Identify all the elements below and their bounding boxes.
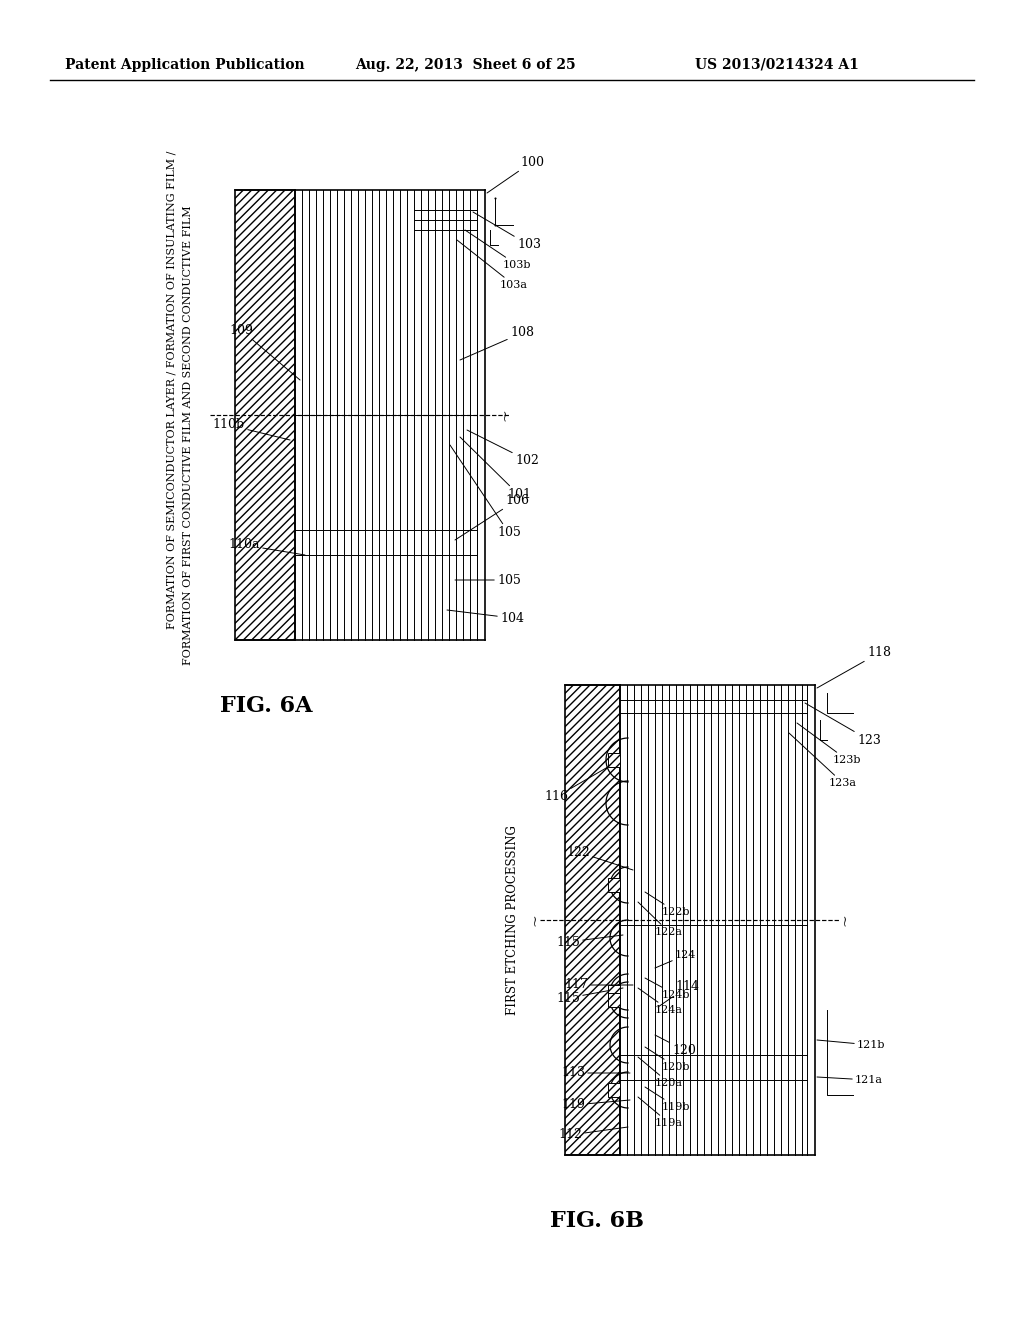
Bar [608,878,620,892]
Text: 115: 115 [556,935,623,949]
Text: 104: 104 [447,610,524,624]
Text: 115: 115 [556,987,623,1005]
Text: 118: 118 [817,647,891,688]
Text: ~: ~ [838,913,852,927]
Text: ~: ~ [498,409,512,421]
Text: 108: 108 [460,326,534,360]
Text: 119a: 119a [638,1097,683,1129]
Text: 124a: 124a [638,987,683,1015]
Bar [608,752,620,767]
Text: 110b: 110b [213,418,290,440]
Text: 123b: 123b [797,723,861,766]
Text: FORMATION OF FIRST CONDUCTIVE FILM AND SECOND CONDUCTIVE FILM: FORMATION OF FIRST CONDUCTIVE FILM AND S… [183,205,193,665]
Text: 123a: 123a [790,733,857,788]
Bar [608,1082,620,1097]
Text: 121a: 121a [817,1074,883,1085]
Text: 116: 116 [544,760,620,804]
Text: 114: 114 [658,981,699,1007]
Text: 120: 120 [655,1035,696,1056]
Bar [608,993,620,1007]
Text: 120b: 120b [645,1047,690,1072]
Text: 124: 124 [655,950,696,968]
Text: FIG. 6A: FIG. 6A [220,696,312,717]
Text: 105: 105 [450,445,521,540]
Text: Aug. 22, 2013  Sheet 6 of 25: Aug. 22, 2013 Sheet 6 of 25 [355,58,575,73]
Text: Patent Application Publication: Patent Application Publication [65,58,304,73]
Bar [565,685,620,1155]
Text: 121b: 121b [817,1040,886,1049]
Text: 110a: 110a [228,539,305,554]
Bar [608,985,620,999]
Text: 106: 106 [455,494,529,540]
Text: 123: 123 [805,704,881,747]
Text: 103a: 103a [457,240,528,290]
Text: 120a: 120a [638,1057,683,1088]
Text: 122a: 122a [638,902,683,937]
Text: 113: 113 [561,1067,630,1080]
Text: 103: 103 [473,213,541,252]
Text: 112: 112 [558,1127,628,1142]
Text: FIG. 6B: FIG. 6B [550,1210,644,1232]
Text: ~: ~ [528,913,542,927]
Text: 119: 119 [561,1098,630,1111]
Text: 122b: 122b [645,892,690,917]
Text: 117: 117 [564,978,633,991]
Text: 102: 102 [467,430,539,466]
Text: 105: 105 [455,573,521,586]
Text: FIRST ETCHING PROCESSING: FIRST ETCHING PROCESSING [507,825,519,1015]
Text: 122: 122 [566,846,633,870]
Text: 124b: 124b [645,978,690,1001]
Bar [234,190,295,640]
Text: 119b: 119b [645,1086,690,1111]
Text: 100: 100 [487,156,544,193]
Text: FORMATION OF SEMICONDUCTOR LAYER / FORMATION OF INSULATING FILM /: FORMATION OF SEMICONDUCTOR LAYER / FORMA… [167,150,177,630]
Text: 101: 101 [460,437,531,502]
Text: 109: 109 [229,323,300,380]
Text: 103b: 103b [465,230,531,271]
Text: US 2013/0214324 A1: US 2013/0214324 A1 [695,58,859,73]
